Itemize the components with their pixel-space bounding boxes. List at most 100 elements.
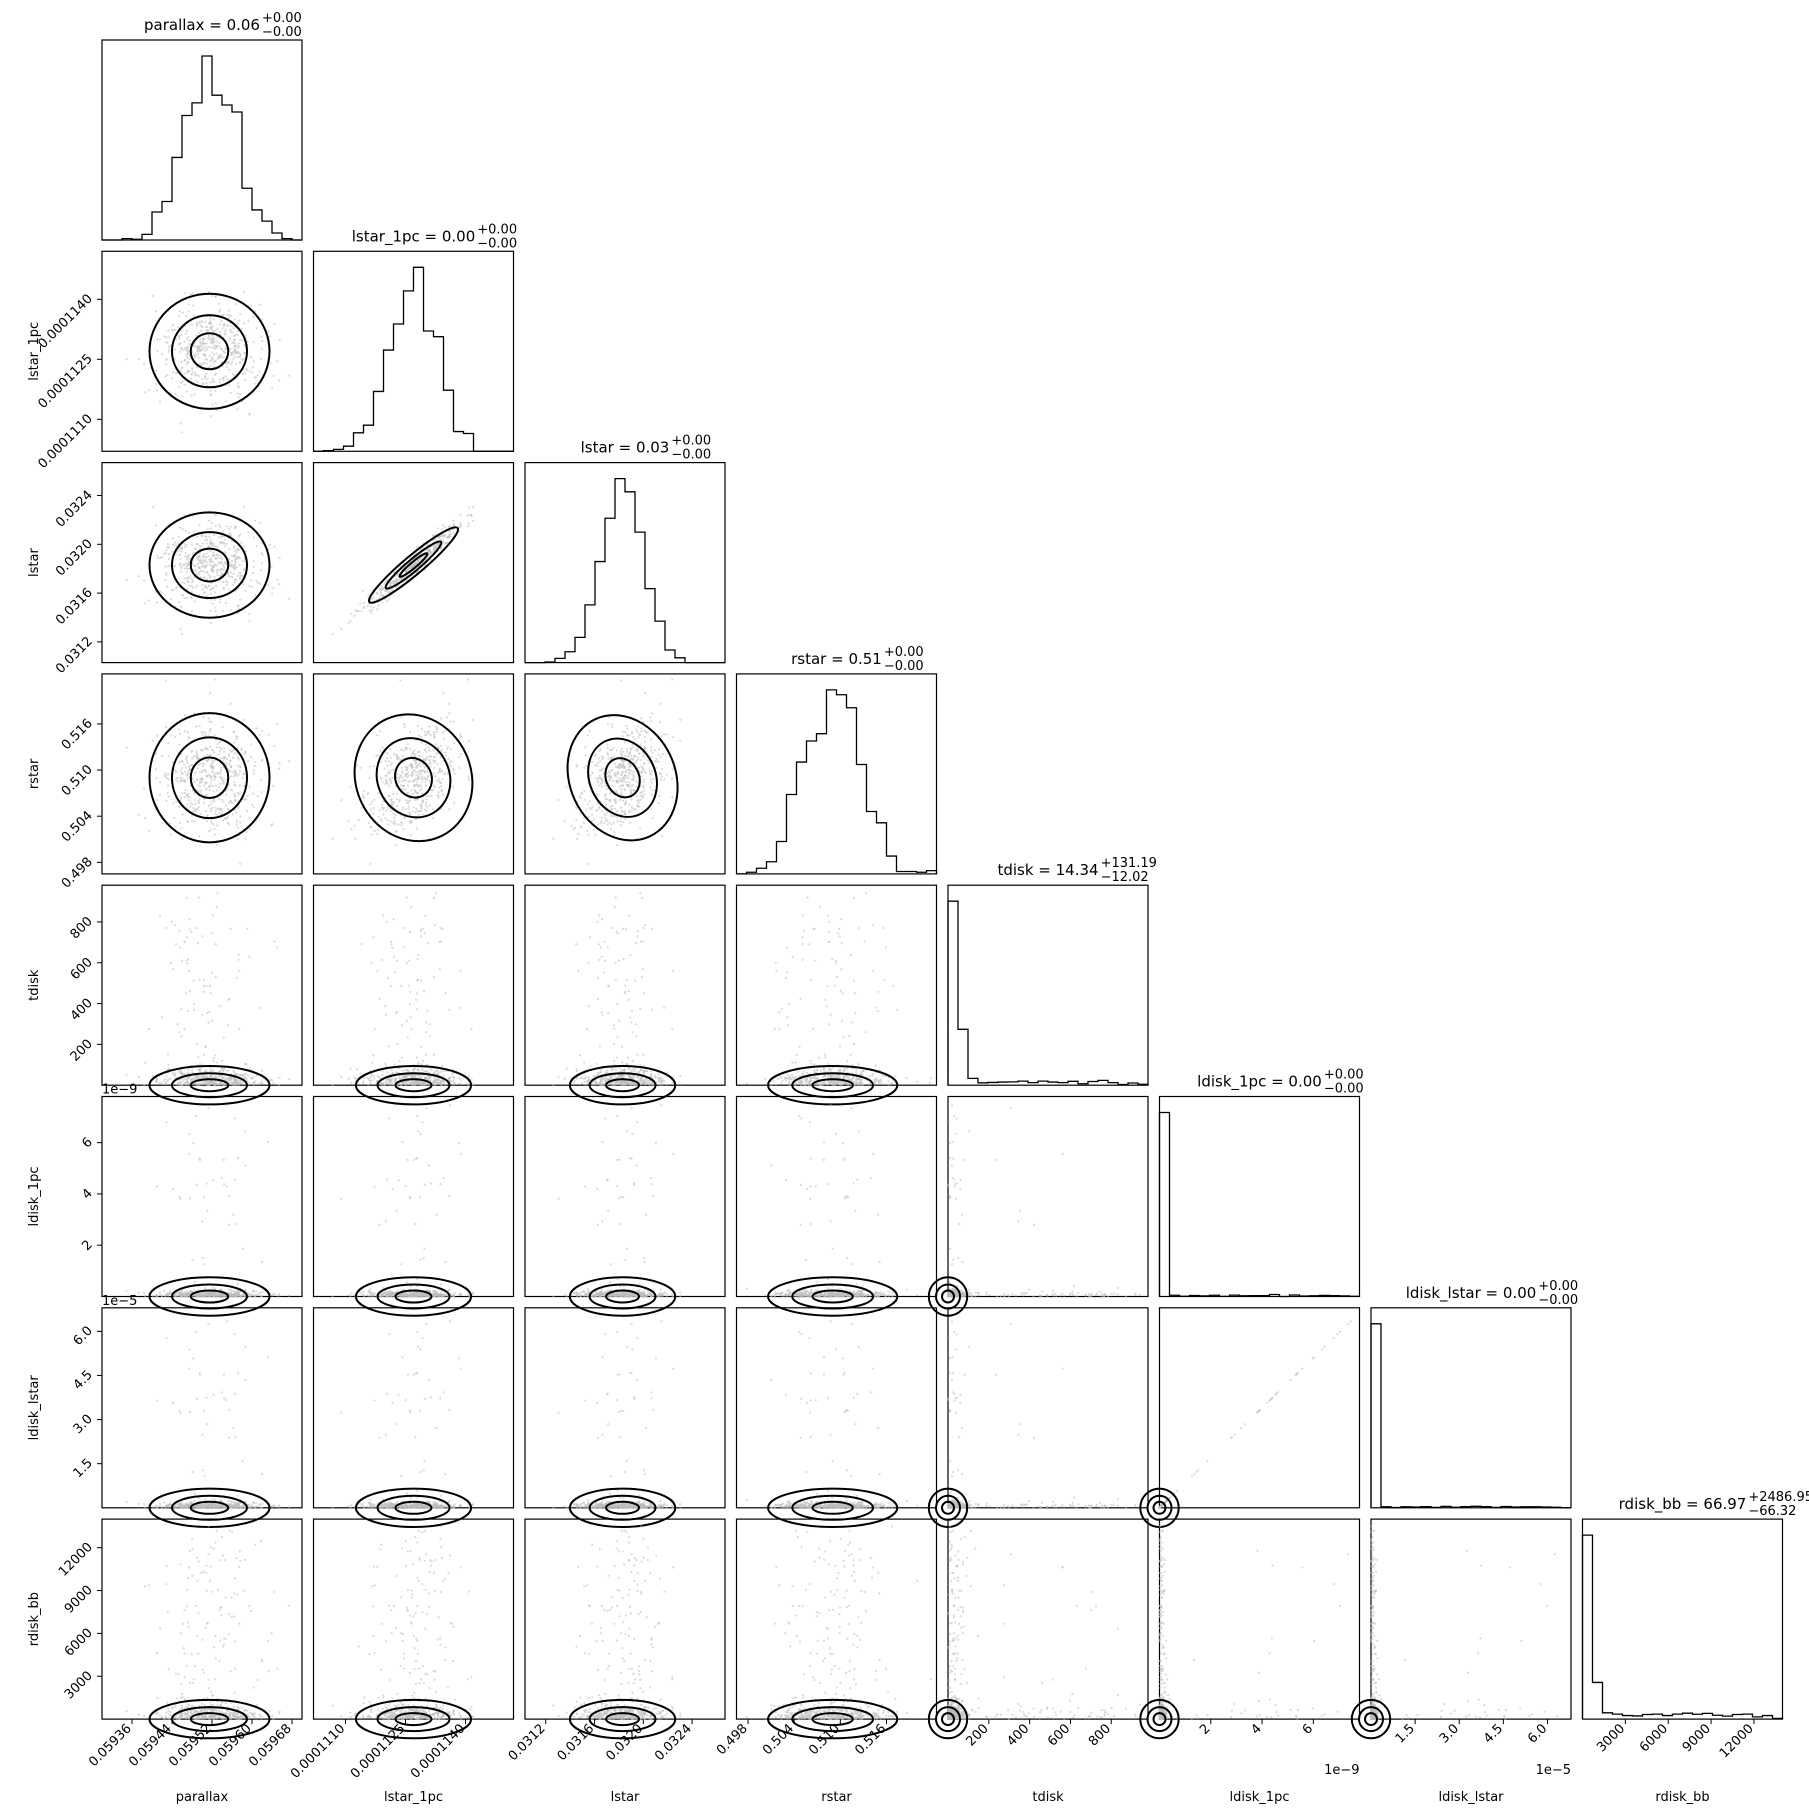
sample-point [620, 753, 623, 756]
sample-point [229, 531, 232, 534]
sample-point [444, 751, 447, 754]
sample-point [181, 329, 184, 332]
sample-point [241, 373, 245, 376]
sample-point [624, 789, 627, 792]
sample-point [222, 566, 226, 569]
sample-point [226, 1024, 229, 1027]
sample-point [217, 302, 221, 305]
sample-point [185, 350, 188, 353]
sample-point [238, 1027, 241, 1030]
sample-point [442, 535, 445, 538]
sample-point [233, 1077, 237, 1081]
sample-point [377, 754, 380, 757]
sample-point [195, 557, 199, 560]
sample-point [204, 586, 207, 589]
sample-point [221, 327, 224, 330]
sample-point [188, 918, 191, 921]
sample-point [209, 1082, 213, 1085]
sample-point [178, 930, 181, 933]
sample-point [432, 975, 435, 979]
sample-point [449, 720, 452, 723]
sample-point [467, 1083, 470, 1086]
sample-point [397, 579, 400, 582]
sample-point [400, 1024, 403, 1027]
sample-point [392, 753, 396, 756]
sample-point [370, 609, 373, 612]
sample-point [628, 766, 631, 769]
sample-point [459, 1006, 462, 1009]
sample-point [186, 820, 190, 824]
sample-point [181, 766, 184, 769]
sample-point [165, 574, 168, 577]
sample-point [634, 1067, 637, 1070]
sample-point [401, 1075, 404, 1078]
sample-point [576, 837, 579, 841]
sample-point [639, 1063, 642, 1066]
sample-point [185, 390, 189, 393]
sample-point [196, 754, 199, 757]
sample-point [613, 789, 616, 792]
sample-point [200, 545, 203, 548]
sample-point [203, 1080, 206, 1083]
sample-point [176, 585, 179, 588]
sample-point [194, 771, 197, 775]
sample-point [640, 790, 643, 794]
sample-point [609, 805, 613, 808]
sample-point [224, 804, 228, 807]
sample-point [277, 1084, 281, 1087]
sample-point [201, 377, 204, 381]
sample-point [178, 337, 181, 340]
sample-point [272, 587, 275, 590]
sample-point [399, 679, 402, 682]
sample-point [615, 1056, 618, 1059]
sample-point [421, 813, 424, 816]
sample-point [287, 1078, 291, 1081]
sample-point [184, 315, 188, 318]
sample-point [202, 798, 206, 801]
sample-point [400, 1056, 404, 1059]
sample-point [616, 1003, 619, 1006]
sample-point [654, 759, 657, 763]
sample-point [575, 1068, 578, 1071]
sample-point [643, 762, 646, 766]
sample-point [163, 552, 166, 556]
sample-point [419, 979, 423, 982]
sample-point [620, 1069, 623, 1072]
sample-point [235, 811, 238, 814]
sample-point [575, 806, 578, 809]
sample-point [180, 381, 183, 385]
sample-point [239, 862, 242, 865]
sample-point [230, 539, 233, 542]
sample-point [370, 597, 373, 601]
sample-point [154, 369, 158, 372]
sample-point [387, 591, 390, 594]
sample-point [143, 1061, 147, 1064]
sample-point [448, 760, 452, 763]
sample-point [591, 761, 594, 764]
sample-point [200, 789, 203, 792]
sample-point [406, 743, 409, 746]
sample-point [192, 979, 195, 982]
sample-point [213, 734, 216, 737]
sample-point [611, 726, 614, 729]
sample-point [233, 775, 236, 778]
sample-point [167, 336, 170, 339]
sample-point [201, 1013, 204, 1016]
sample-point [216, 327, 219, 330]
sample-point [160, 556, 164, 559]
sample-point [194, 372, 197, 375]
sample-point [390, 761, 394, 765]
sample-point [458, 766, 461, 769]
sample-point [579, 825, 583, 828]
sample-point [362, 795, 365, 798]
sample-point [407, 791, 410, 794]
sample-point [204, 376, 207, 380]
sample-point [362, 793, 365, 797]
sample-point [232, 357, 235, 360]
sample-point [228, 588, 231, 591]
sample-point [824, 998, 827, 1001]
sample-point [197, 896, 201, 899]
sample-point [449, 765, 452, 768]
sample-point [349, 619, 352, 623]
sample-point [434, 743, 438, 746]
